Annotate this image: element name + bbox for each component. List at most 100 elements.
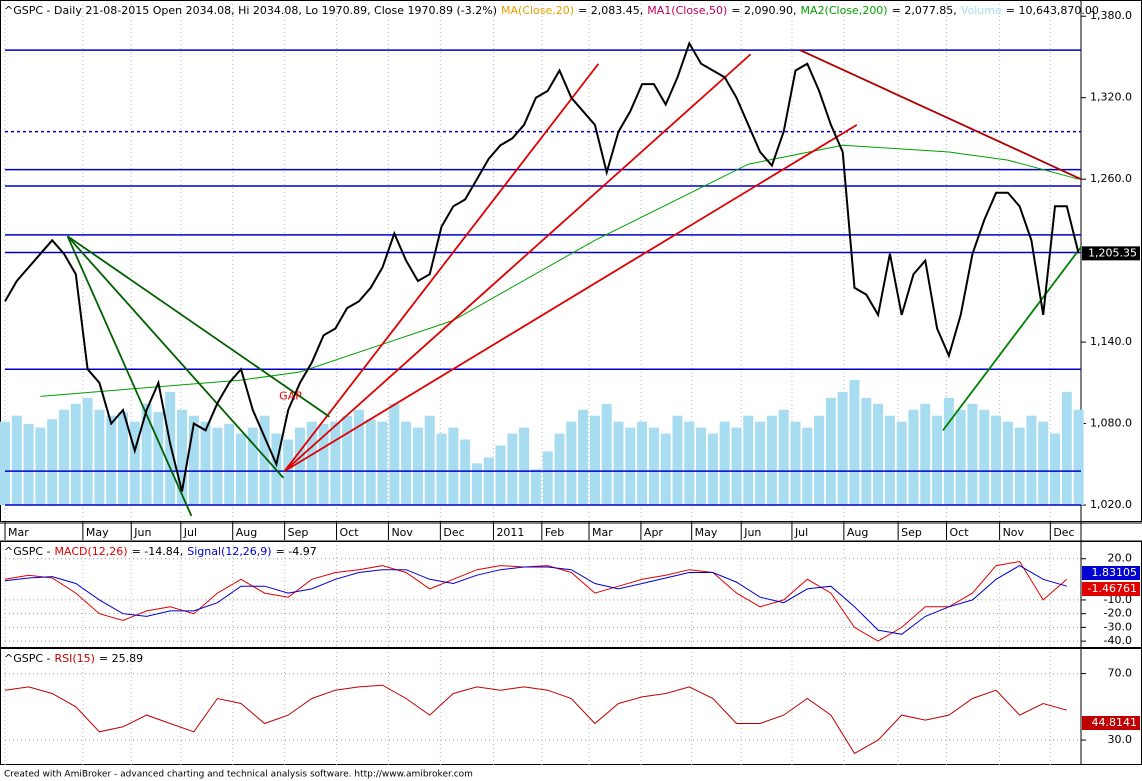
y-tick-label: -30.0 [1104, 620, 1132, 633]
volume-bar [212, 427, 223, 505]
indicator-line [4, 560, 1068, 642]
volume-bar [1014, 427, 1025, 505]
volume-bar [554, 433, 565, 505]
x-tick-label: Aug [847, 526, 868, 539]
volume-bar [849, 380, 860, 505]
x-tick-label: May [695, 526, 718, 539]
volume-bar [483, 457, 494, 505]
y-tick-label: -40.0 [1104, 634, 1132, 647]
volume-bar [259, 415, 270, 505]
trend-line [283, 63, 600, 472]
volume-bar [802, 427, 813, 505]
volume-bar [884, 415, 895, 505]
volume-bar [908, 409, 919, 505]
volume-bar [377, 421, 388, 505]
volume-bar [129, 421, 140, 505]
last-value-tag [1082, 246, 1140, 261]
x-tick-label: Sep [901, 526, 922, 539]
volume-bar [507, 433, 518, 505]
x-tick-label: Jul [794, 526, 808, 539]
volume-bar [365, 419, 376, 505]
volume-bar [707, 433, 718, 505]
volume-bar [542, 451, 553, 505]
trend-line [942, 246, 1082, 431]
volume-bar [424, 415, 435, 505]
readout-tag [1082, 582, 1140, 596]
legend-name: Signal(12,26,9) [187, 545, 271, 558]
volume-bar [672, 415, 683, 505]
y-tick-label: 1,320.0 [1090, 91, 1132, 104]
x-tick-label: Jun [743, 526, 761, 539]
volume-bar [11, 415, 22, 505]
legend-reading: = 2,083.45, [578, 4, 643, 17]
legend-name: MACD(12,26) [55, 545, 128, 558]
readout-label: 44.8141 [1092, 716, 1138, 729]
volume-bar [696, 427, 707, 505]
y-tick-label: 20.0 [1108, 552, 1133, 565]
legend-reading: = 2,090.90, [731, 4, 796, 17]
volume-bar [70, 403, 81, 505]
volume-bar [873, 403, 884, 505]
volume-bar [235, 433, 246, 505]
trend-line [284, 124, 858, 472]
volume-bar [1038, 421, 1049, 505]
y-tick-label: 30.0 [1108, 733, 1133, 746]
volume-bar [566, 421, 577, 505]
volume-bar [766, 415, 777, 505]
title-text: ^GSPC - [4, 652, 51, 665]
volume-bar [648, 427, 659, 505]
y-tick-label: 1,260.0 [1090, 172, 1132, 185]
volume-bar [837, 391, 848, 505]
legend-reading: = 2,077.85, [892, 4, 957, 17]
trend-line [67, 235, 330, 418]
volume-bar [1061, 391, 1072, 505]
volume-bar [141, 403, 152, 505]
x-tick-label: Feb [545, 526, 564, 539]
x-tick-label: Dec [443, 526, 464, 539]
legend-reading: = -4.97 [276, 545, 317, 558]
volume-bar [412, 427, 423, 505]
legend-name: MA(Close,20) [501, 4, 574, 17]
x-tick-label: Aug [236, 526, 257, 539]
volume-bar [188, 415, 199, 505]
readout-tag [1082, 716, 1140, 730]
panel: 70.0 30.0 ^GSPC - RSI(15) = 25.89 44.8141 [4, 652, 1140, 765]
legend-reading: = 10,643,870.00 [1006, 4, 1099, 17]
readout-label: 1.83105 [1092, 566, 1138, 579]
volume-bar [755, 421, 766, 505]
volume-bar [613, 421, 624, 505]
readout-tag [1082, 566, 1140, 580]
volume-bar [519, 427, 530, 505]
x-tick-label: Nov [391, 526, 413, 539]
volume-bar [790, 421, 801, 505]
volume-bar [967, 403, 978, 505]
volume-bar [719, 421, 730, 505]
volume-bar [342, 415, 353, 505]
volume-bar [353, 409, 364, 505]
legend-name: MA1(Close,50) [647, 4, 727, 17]
trend-line [799, 49, 1082, 180]
title-text: ^GSPC - Daily 21-08-2015 Open 2034.08, H… [4, 4, 497, 17]
volume-bar [1073, 409, 1084, 505]
volume-bar [23, 424, 34, 505]
volume-bar [495, 445, 506, 505]
volume-bar [731, 427, 742, 505]
volume-bar [106, 415, 117, 505]
y-tick-label: 1,080.0 [1090, 417, 1132, 430]
annotation: GAP [279, 389, 302, 402]
x-tick-label: Oct [340, 526, 360, 539]
price-line [4, 41, 1080, 492]
volume-bar [601, 403, 612, 505]
volume-bar [306, 421, 317, 505]
x-tick-label: Mar [8, 526, 29, 539]
panel-title: ^GSPC - MACD(12,26) = -14.84, Signal(12,26,… [4, 545, 317, 558]
title-text: ^GSPC - [4, 545, 51, 558]
volume-bar [283, 439, 294, 505]
legend-name: RSI(15) [55, 652, 95, 665]
y-tick-label: 1,020.0 [1090, 498, 1132, 511]
footer: Created with AmiBroker - advanced charti… [4, 770, 473, 780]
y-tick-label: -20.0 [1104, 607, 1132, 620]
